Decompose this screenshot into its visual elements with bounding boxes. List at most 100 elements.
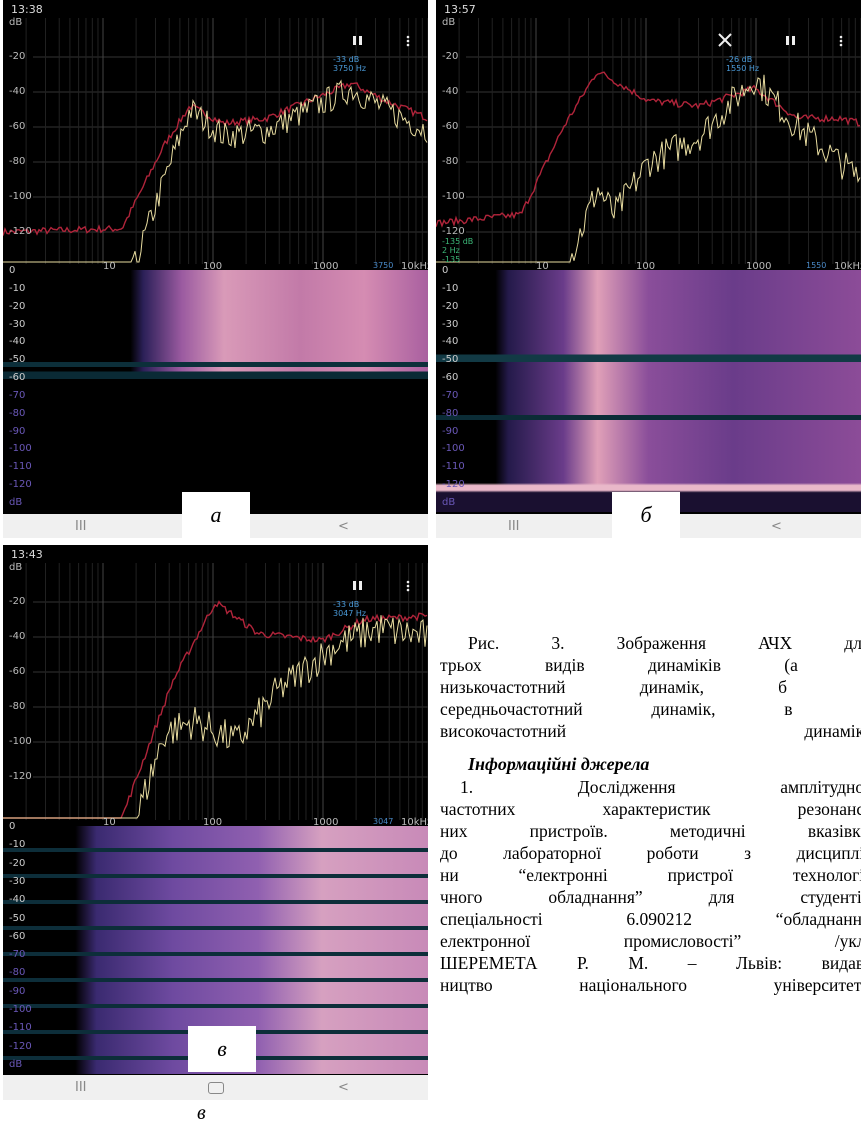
frequency-plot: [3, 545, 428, 826]
spectrogram-axis-label: -120: [9, 480, 32, 490]
spectrogram-axis-label: -120: [442, 480, 465, 490]
spectrogram-axis-label: -110: [442, 462, 465, 472]
spectrogram-axis-label: -40: [9, 895, 25, 905]
spectrogram-axis-label: dB: [9, 1060, 22, 1070]
spectrogram-axis-label: -50: [442, 355, 458, 365]
caption-line: середньочастотний динамік, в –: [440, 698, 861, 720]
spectrogram-axis-label: 0: [9, 266, 15, 276]
y-axis-label: dB: [9, 18, 22, 28]
spectrogram-axis-label: -110: [9, 1023, 32, 1033]
spectrogram-axis-label: 0: [9, 822, 15, 832]
close-icon: [719, 34, 731, 46]
y-axis-label: -60: [442, 122, 458, 132]
menu-icon: [407, 589, 410, 592]
x-axis-label: 1550: [806, 262, 826, 270]
pause-icon: [359, 581, 362, 590]
home-button[interactable]: [208, 1082, 224, 1094]
reference-line: до лабораторної роботи з дисциплі-: [440, 842, 861, 864]
y-axis-label: -100: [9, 192, 32, 202]
spectrogram-axis-label: -70: [9, 391, 25, 401]
nav-button[interactable]: III: [75, 1081, 87, 1094]
spectrogram-axis-label: -50: [9, 914, 25, 924]
y-axis-label: -40: [9, 632, 25, 642]
caption-line: високочастотний динамік): [440, 720, 861, 742]
reference-line: чного обладнання” для студентів: [440, 886, 861, 908]
y-axis-label: -40: [9, 87, 25, 97]
y-axis-label: -20: [442, 52, 458, 62]
y-axis-label: -100: [9, 737, 32, 747]
spectrogram-axis-label: -90: [442, 427, 458, 437]
spectrogram-axis-label: -100: [9, 1005, 32, 1015]
nav-button[interactable]: <: [771, 520, 782, 533]
y-axis-label: -80: [442, 157, 458, 167]
caption-line: Рис. 3. Зображення АЧХ для: [440, 632, 861, 654]
marker-label: -26 dB: [726, 56, 752, 64]
x-axis-label: 3047: [373, 818, 393, 826]
caption-line: низькочастотний динамік, б –: [440, 676, 861, 698]
reference-line: ШЕРЕМЕТА Р. М. – Львів: видав-: [440, 952, 861, 974]
reference-line: 1. Дослідження амплітудно-: [440, 776, 861, 798]
spectrogram-axis-label: -100: [442, 444, 465, 454]
spectrogram-axis-label: dB: [9, 498, 22, 508]
spectrogram-axis-label: 0: [442, 266, 448, 276]
reference-line: ництво національного університету: [440, 974, 861, 996]
menu-icon: [840, 36, 843, 39]
spectrogram-axis-label: -20: [442, 302, 458, 312]
y-axis-label: -60: [9, 667, 25, 677]
menu-icon: [407, 581, 410, 584]
reference-line: частотних характеристик резонанс-: [440, 798, 861, 820]
x-axis-label: 3750: [373, 262, 393, 270]
marker-label: 2 Hz: [442, 247, 460, 255]
reference-line: них пристроїв. методичні вказівки: [440, 820, 861, 842]
panel-letter: б: [612, 492, 680, 538]
pause-icon: [353, 581, 356, 590]
y-axis-label: dB: [442, 18, 455, 28]
spectrogram-axis-label: dB: [442, 498, 455, 508]
spectrogram-axis-label: -10: [442, 284, 458, 294]
nav-button[interactable]: III: [75, 520, 87, 533]
spectrogram-axis-label: -20: [9, 859, 25, 869]
menu-icon: [840, 44, 843, 47]
reference-line: ни “електронні пристрої технологі-: [440, 864, 861, 886]
live-curve: [3, 615, 427, 818]
menu-icon: [407, 44, 410, 47]
marker-label: -33 dB: [333, 56, 359, 64]
spectrogram-axis-label: -90: [9, 427, 25, 437]
screenshot: 13:57dB-20-40-60-80-100-1201010010001550…: [436, 0, 861, 538]
menu-icon: [840, 40, 843, 43]
spectrogram-axis-label: -10: [9, 284, 25, 294]
nav-button[interactable]: III: [508, 520, 520, 533]
frequency-plot: [436, 0, 861, 270]
nav-button[interactable]: <: [338, 520, 349, 533]
screenshot: 13:43dB-20-40-60-80-100-1201010010003047…: [3, 545, 428, 1100]
peak-curve: [436, 72, 860, 227]
y-axis-label: -20: [9, 52, 25, 62]
marker-label: -135 dB: [442, 238, 473, 246]
pause-icon: [353, 36, 356, 45]
nav-bar: III <: [3, 1075, 428, 1100]
references: 1. Дослідження амплітудно-частотних хара…: [440, 776, 861, 996]
spectrogram-axis-label: -10: [9, 840, 25, 850]
spectrogram-axis-label: -40: [9, 337, 25, 347]
marker-label: 3047 Hz: [333, 610, 366, 618]
caption-line: трьох видів динаміків (а –: [440, 654, 861, 676]
reference-line: спеціальності 6.090212 “обладнання: [440, 908, 861, 930]
spectrogram-axis-label: -60: [442, 373, 458, 383]
spectrogram-axis-label: -60: [9, 373, 25, 383]
spectrogram-axis-label: -70: [9, 950, 25, 960]
marker-label: -135: [442, 256, 460, 264]
frequency-plot: [3, 0, 428, 270]
menu-icon: [407, 585, 410, 588]
spectrogram-axis-label: -20: [9, 302, 25, 312]
spectrogram-axis-label: -40: [442, 337, 458, 347]
page: 13:38dB-20-40-60-80-100-1201010010003750…: [0, 0, 861, 1131]
live-curve: [436, 75, 860, 262]
spectrogram-axis-label: -120: [9, 1042, 32, 1052]
menu-icon: [407, 36, 410, 39]
live-curve: [3, 81, 427, 262]
nav-button[interactable]: <: [338, 1081, 349, 1094]
spectrogram-axis-label: -90: [9, 987, 25, 997]
pause-icon: [359, 36, 362, 45]
marker-label: 1550 Hz: [726, 65, 759, 73]
spectrogram-axis-label: -60: [9, 932, 25, 942]
